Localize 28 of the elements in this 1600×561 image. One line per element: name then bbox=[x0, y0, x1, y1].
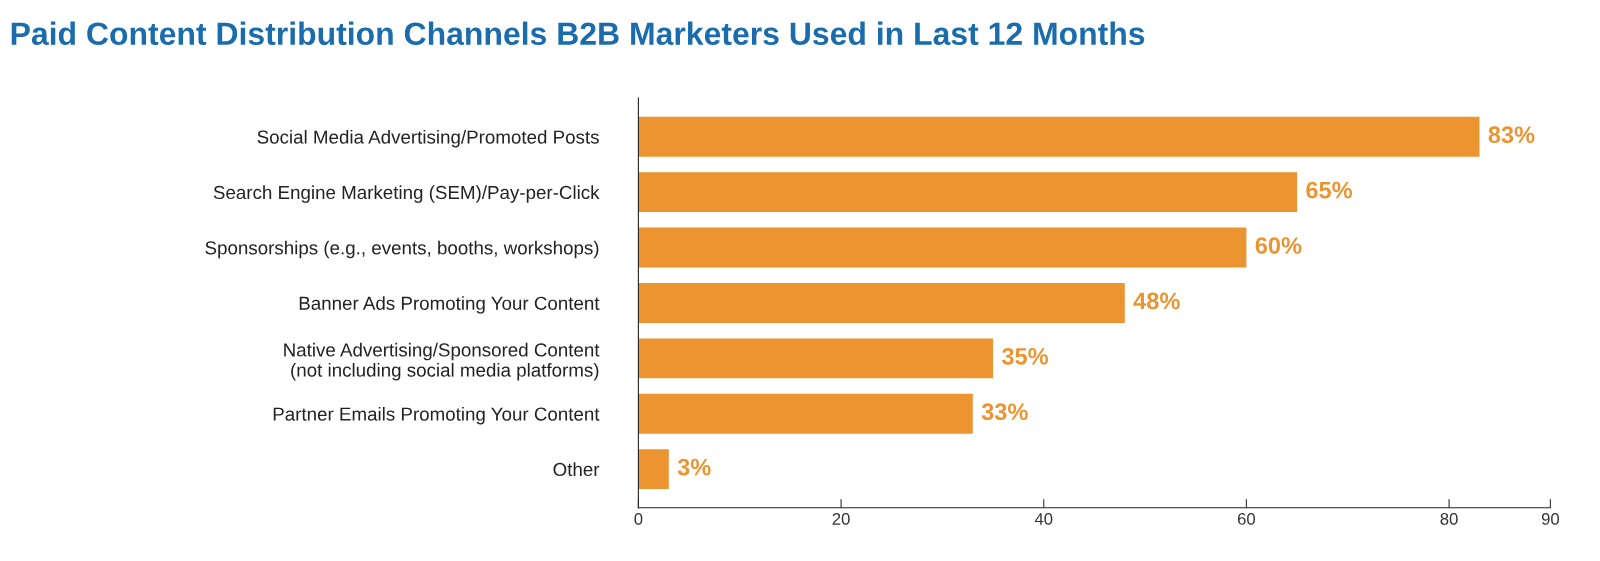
x-tick-label: 90 bbox=[1541, 513, 1560, 525]
bar bbox=[638, 338, 994, 379]
y-tick-label: Banner Ads Promoting Your Content bbox=[299, 296, 600, 314]
y-tick-label: Search Engine Marketing (SEM)/Pay-per-Click bbox=[213, 185, 600, 203]
data-label: 33% bbox=[981, 403, 1028, 421]
data-label: 48% bbox=[1133, 292, 1180, 310]
x-tick-label: 0 bbox=[634, 513, 643, 525]
data-label: 3% bbox=[677, 458, 711, 476]
x-tick-label: 60 bbox=[1237, 513, 1256, 525]
bar bbox=[638, 393, 973, 434]
bar bbox=[638, 172, 1298, 213]
bar bbox=[638, 227, 1247, 268]
y-tick-label: Other bbox=[553, 462, 600, 477]
data-label: 35% bbox=[1001, 347, 1049, 365]
bar bbox=[638, 116, 1480, 157]
data-label: 65% bbox=[1306, 181, 1353, 199]
x-tick-label: 80 bbox=[1440, 513, 1458, 525]
y-tick-label: Social Media Advertising/Promoted Posts bbox=[257, 129, 599, 148]
data-label: 60% bbox=[1255, 237, 1302, 254]
data-label: 83% bbox=[1488, 126, 1535, 144]
bar bbox=[638, 449, 669, 490]
bar bbox=[638, 283, 1125, 323]
y-tick-label: Partner Emails Promoting Your Content bbox=[273, 406, 600, 425]
x-tick-label: 40 bbox=[1034, 513, 1053, 525]
x-tick-label: 20 bbox=[832, 513, 850, 525]
y-tick-label: Sponsorships (e.g., events, booths, workshops) bbox=[205, 240, 599, 259]
y-tick-label: Native Advertising/Sponsored Content (not including social media platforms) bbox=[284, 342, 600, 381]
chart-title: Paid Content Distribution Channels B2B Marketers Used in Last 12 Months bbox=[11, 21, 1145, 46]
